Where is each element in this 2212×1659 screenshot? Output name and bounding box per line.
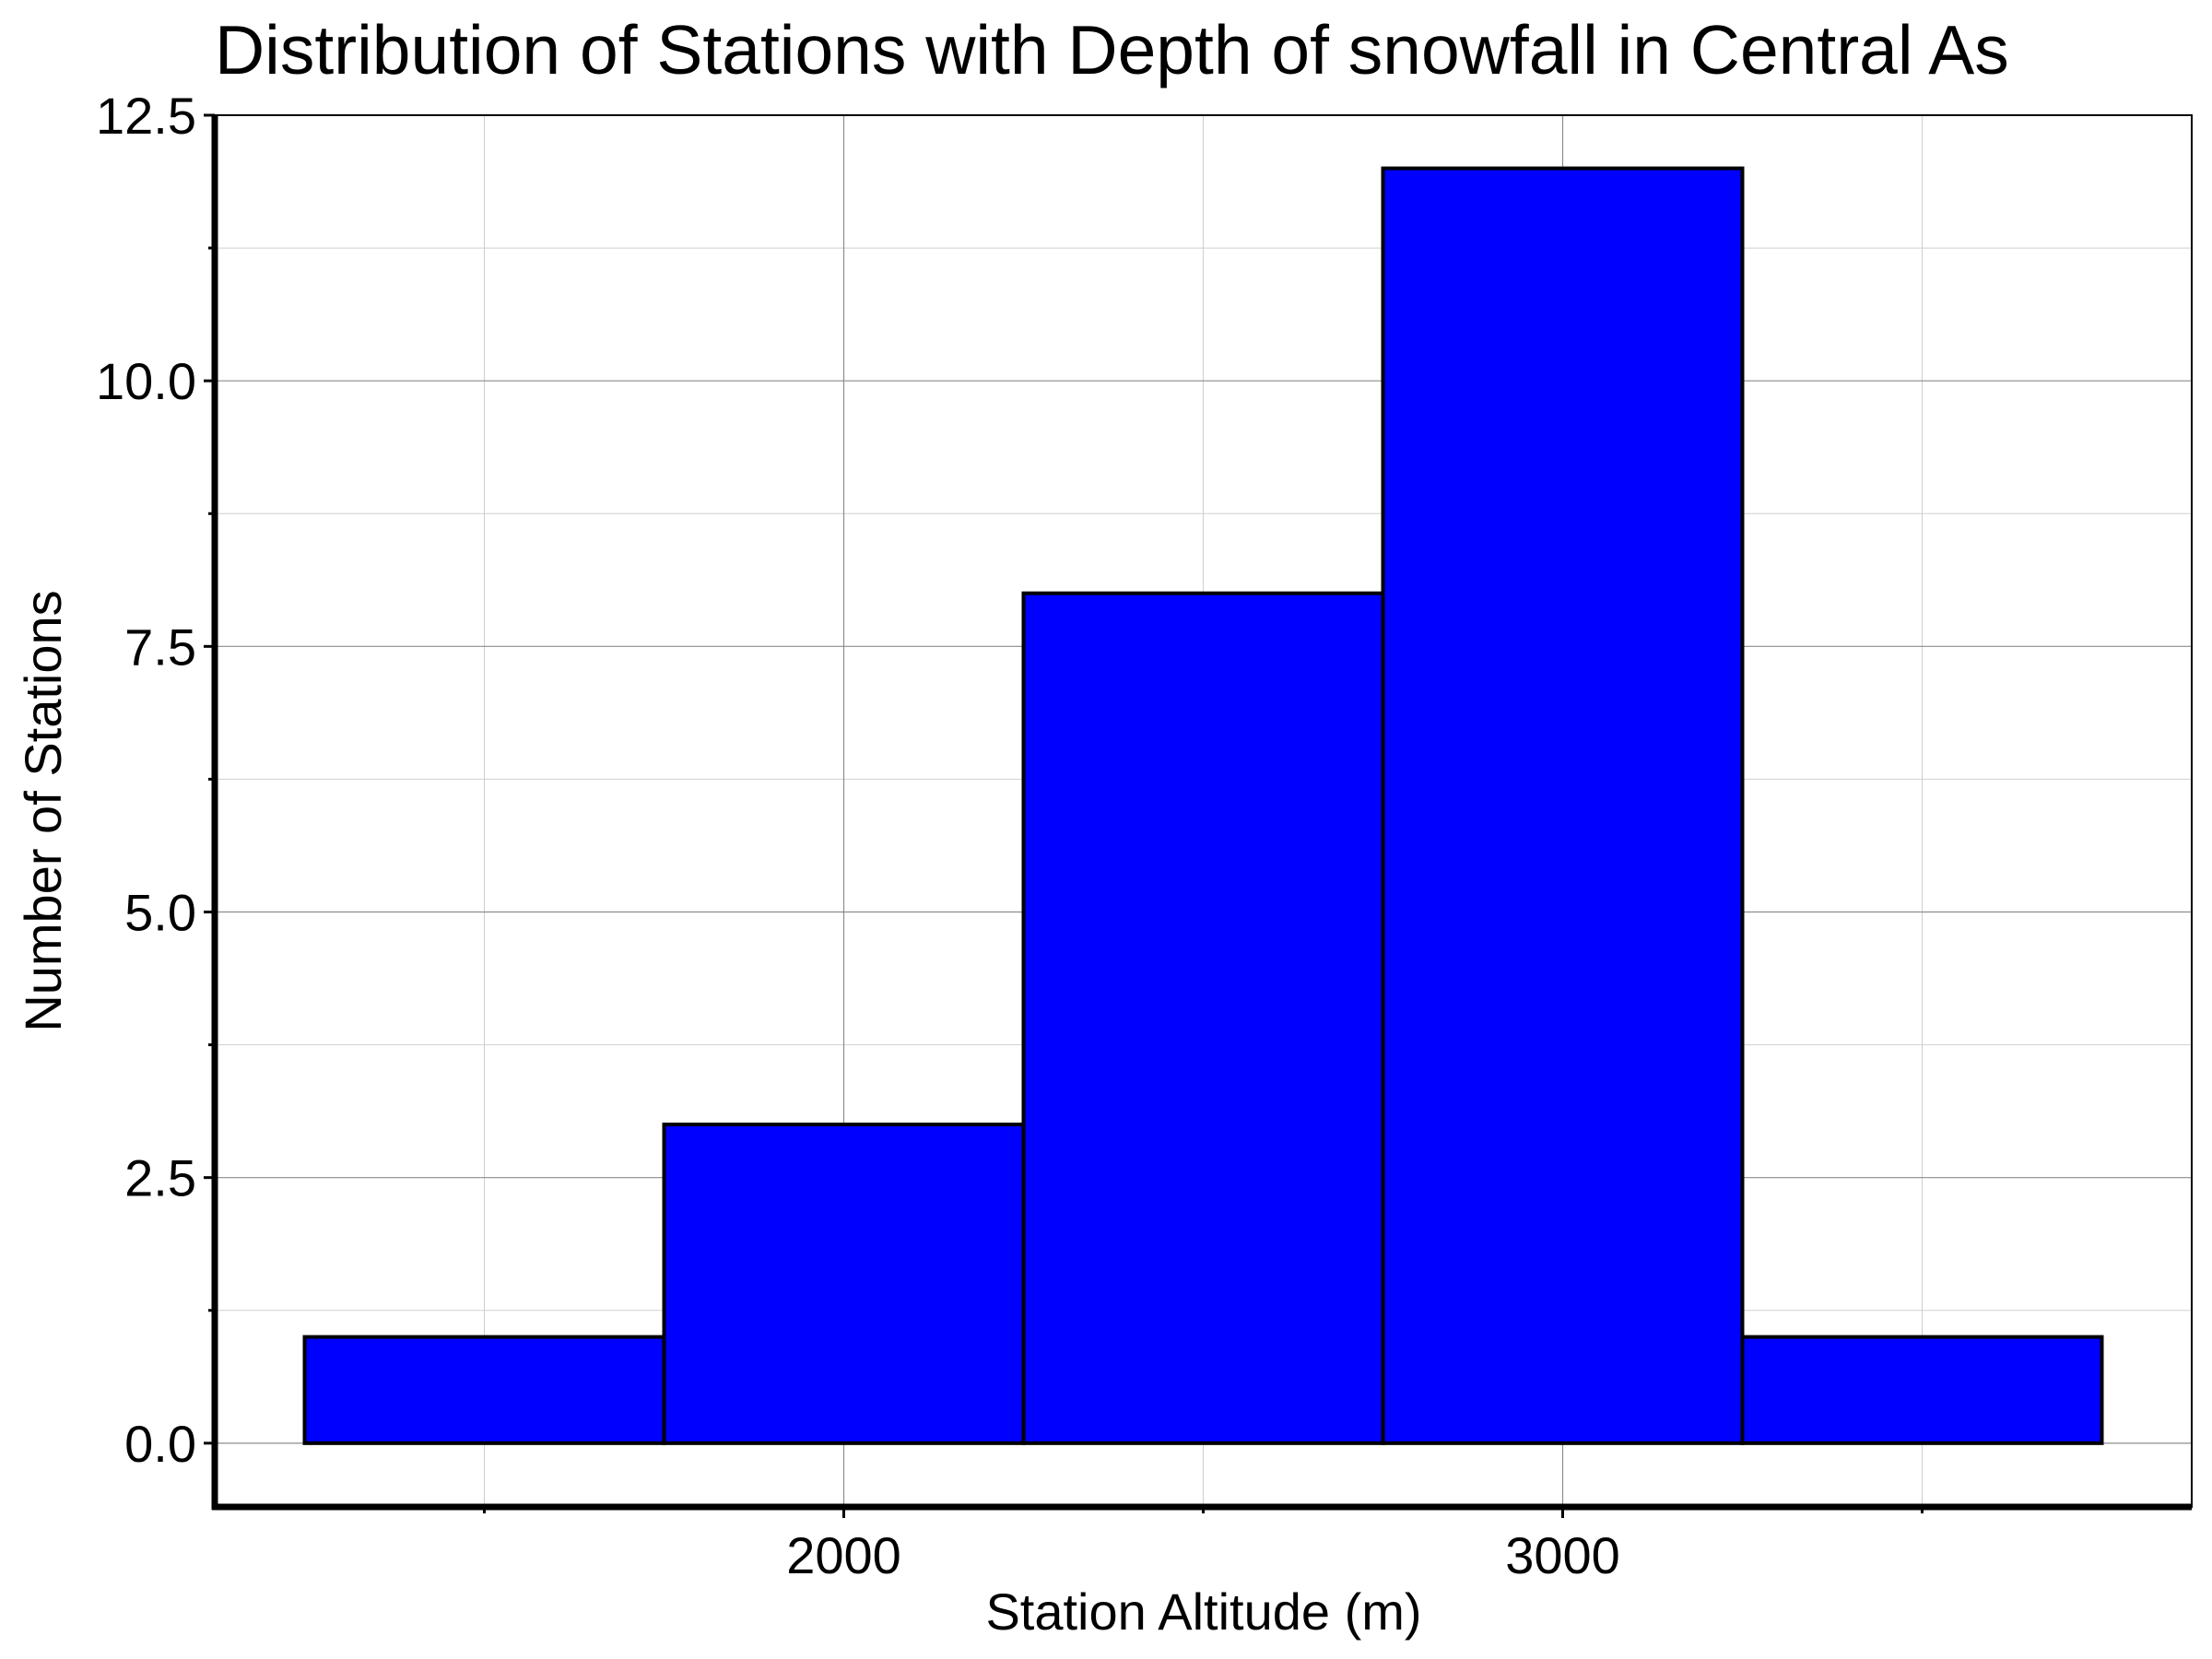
y-axis-label: Number of Stations	[14, 590, 72, 1031]
histogram-bar-5	[1740, 1335, 2104, 1445]
y-axis-ticks: 0.0 2.5 5.0 7.5 10.0 12.5	[96, 87, 215, 1473]
y-tick-label: 10.0	[96, 352, 196, 410]
x-axis-ticks: 2000 3000	[483, 1507, 1924, 1584]
histogram-bar-2	[662, 1123, 1026, 1445]
x-axis-label: Station Altitude (m)	[985, 1583, 1421, 1641]
y-tick-label: 0.0	[124, 1415, 196, 1473]
histogram-bar-4	[1381, 166, 1745, 1445]
y-tick-label: 5.0	[124, 884, 196, 942]
y-tick-label: 2.5	[124, 1149, 196, 1207]
x-tick-label: 3000	[1505, 1526, 1620, 1584]
y-tick-label: 12.5	[96, 87, 196, 145]
y-tick-label: 7.5	[124, 618, 196, 676]
histogram-bar-3	[1021, 591, 1385, 1445]
histogram-bar-1	[302, 1335, 666, 1445]
bars	[302, 166, 2104, 1445]
chart-title: Distribution of Stations with Depth of s…	[215, 11, 2009, 88]
x-tick-label: 2000	[786, 1526, 901, 1584]
